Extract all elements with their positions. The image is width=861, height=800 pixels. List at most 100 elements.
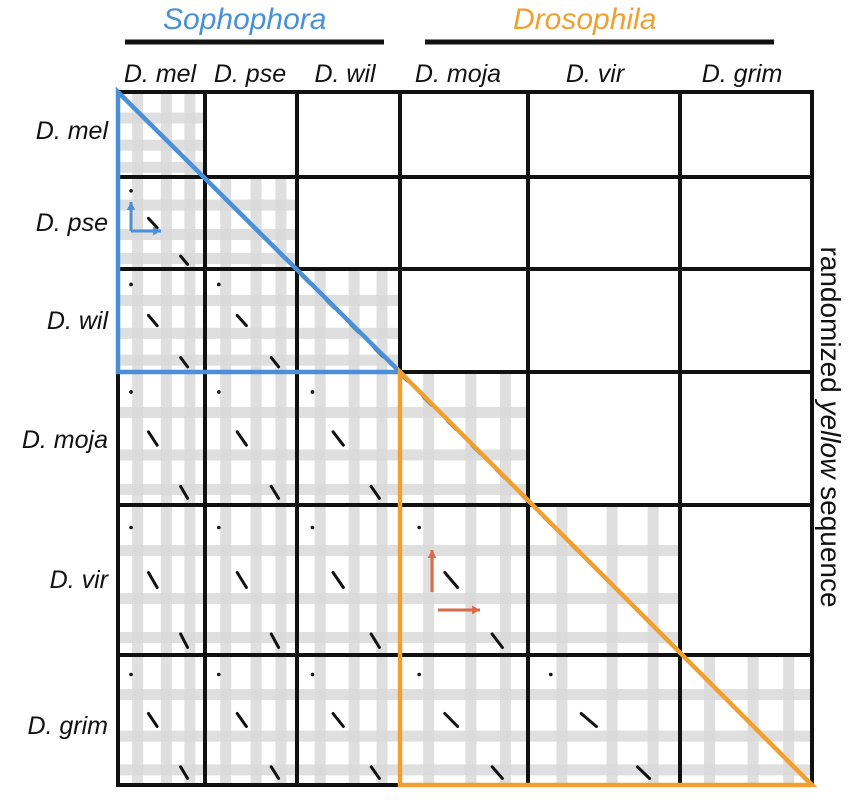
- seg-4-2-a: [331, 571, 345, 589]
- band-h-2-1-2: [205, 354, 297, 366]
- band-h-3-1-2: [205, 484, 297, 496]
- band-v-3-3-1: [465, 372, 477, 505]
- seg-4-0-b: [179, 632, 190, 649]
- dot-3-0: [129, 390, 133, 394]
- band-h-5-1-2: [205, 764, 297, 776]
- dot-5-4: [549, 672, 553, 677]
- red-arrow-right-head: [472, 605, 480, 615]
- seg-2-0-b: [179, 356, 190, 369]
- band-h-5-3-0: [400, 689, 528, 700]
- band-h-3-0-2: [118, 484, 205, 496]
- band-v-0-0-0: [132, 92, 144, 177]
- band-v-2-0-2: [184, 269, 196, 372]
- band-v-5-4-1: [606, 655, 618, 785]
- band-h-1-0-2: [118, 252, 205, 264]
- band-v-3-1-0: [220, 372, 232, 505]
- band-h-4-4-2: [528, 632, 680, 643]
- band-h-5-4-0: [528, 689, 680, 700]
- band-v-1-0-0: [132, 177, 144, 269]
- band-v-5-5-2: [783, 655, 795, 785]
- band-h-4-1-0: [205, 545, 297, 556]
- row-label-d-pse: D. pse: [35, 209, 108, 237]
- band-h-4-3-0: [400, 545, 528, 556]
- band-v-0-0-1: [160, 92, 172, 177]
- band-h-5-2-2: [297, 764, 400, 776]
- band-v-4-0-1: [160, 505, 172, 655]
- band-h-4-1-2: [205, 632, 297, 643]
- sophophora-triangle: [115, 86, 406, 375]
- band-h-1-1-1: [205, 229, 297, 241]
- seg-5-1-b: [269, 765, 281, 780]
- seg-4-3-b: [490, 632, 504, 649]
- background-bands: [118, 92, 812, 785]
- band-h-2-1-0: [205, 294, 297, 306]
- band-v-3-0-0: [132, 372, 144, 505]
- band-v-4-4-1: [606, 505, 618, 655]
- band-v-5-1-0: [220, 655, 232, 785]
- axis-label-randomized-yellow-sequence: randomized yellow sequence: [815, 246, 846, 608]
- seg-5-1-a: [235, 712, 248, 728]
- band-v-4-2-1: [348, 505, 360, 655]
- band-v-3-0-1: [160, 372, 172, 505]
- band-v-3-1-2: [275, 372, 287, 505]
- band-h-4-2-2: [297, 632, 400, 643]
- band-h-4-4-1: [528, 593, 680, 604]
- blue-arrow-right-head: [153, 226, 161, 236]
- band-h-1-0-0: [118, 199, 205, 211]
- direction-arrows: [126, 202, 480, 615]
- dot-1-0: [129, 189, 133, 193]
- blue-arrow-up-head: [126, 202, 136, 210]
- dot-4-1: [217, 525, 221, 530]
- dot-4-3: [417, 525, 422, 530]
- band-v-2-2-0: [314, 269, 326, 372]
- band-h-4-0-2: [118, 632, 205, 643]
- band-h-3-0-1: [118, 449, 205, 461]
- band-h-2-2-2: [297, 354, 400, 366]
- row-label-d-vir: D. vir: [49, 566, 108, 594]
- seg-3-1-a: [235, 430, 248, 447]
- dot-4-2: [310, 525, 315, 530]
- seg-5-2-b: [369, 765, 381, 780]
- drosophila-triangle: [397, 366, 818, 788]
- band-h-3-2-0: [297, 406, 400, 418]
- group-label-sophophora: Sophophora: [163, 3, 327, 36]
- band-h-5-5-1: [680, 730, 812, 742]
- seg-4-2-b: [369, 632, 381, 649]
- band-h-4-1-1: [205, 593, 297, 604]
- clade-triangles: [115, 86, 818, 788]
- band-h-5-2-1: [297, 730, 400, 742]
- band-h-3-3-0: [400, 406, 528, 418]
- seg-5-2-a: [331, 712, 345, 728]
- band-h-4-3-1: [400, 593, 528, 604]
- seg-4-0-a: [146, 571, 159, 589]
- band-h-5-3-1: [400, 730, 528, 742]
- band-h-1-1-2: [205, 252, 297, 264]
- band-v-4-3-1: [465, 505, 477, 655]
- band-v-3-3-2: [499, 372, 511, 505]
- seg-5-3-b: [490, 765, 504, 780]
- band-v-5-1-2: [275, 655, 287, 785]
- band-v-1-1-0: [220, 177, 232, 269]
- band-h-2-2-1: [297, 327, 400, 339]
- band-h-5-2-0: [297, 689, 400, 700]
- band-h-3-3-1: [400, 449, 528, 461]
- column-label-d-wil: D. wil: [314, 60, 376, 88]
- dot-2-1: [217, 282, 221, 287]
- seg-2-1-b: [269, 356, 281, 369]
- band-v-5-2-0: [314, 655, 326, 785]
- band-v-4-1-1: [250, 505, 262, 655]
- band-v-5-0-0: [132, 655, 144, 785]
- band-h-5-1-0: [205, 689, 297, 700]
- band-v-5-1-1: [250, 655, 262, 785]
- band-h-3-3-2: [400, 484, 528, 496]
- band-v-1-0-2: [184, 177, 196, 269]
- seg-4-3-a: [443, 571, 460, 589]
- band-h-4-3-2: [400, 632, 528, 643]
- column-label-d-grim: D. grim: [701, 60, 783, 88]
- band-v-4-4-2: [647, 505, 659, 655]
- band-h-5-0-0: [118, 689, 205, 700]
- seg-5-4-b: [635, 765, 652, 780]
- band-v-5-3-1: [465, 655, 477, 785]
- dot-5-1: [217, 672, 221, 677]
- seg-4-1-b: [269, 632, 281, 649]
